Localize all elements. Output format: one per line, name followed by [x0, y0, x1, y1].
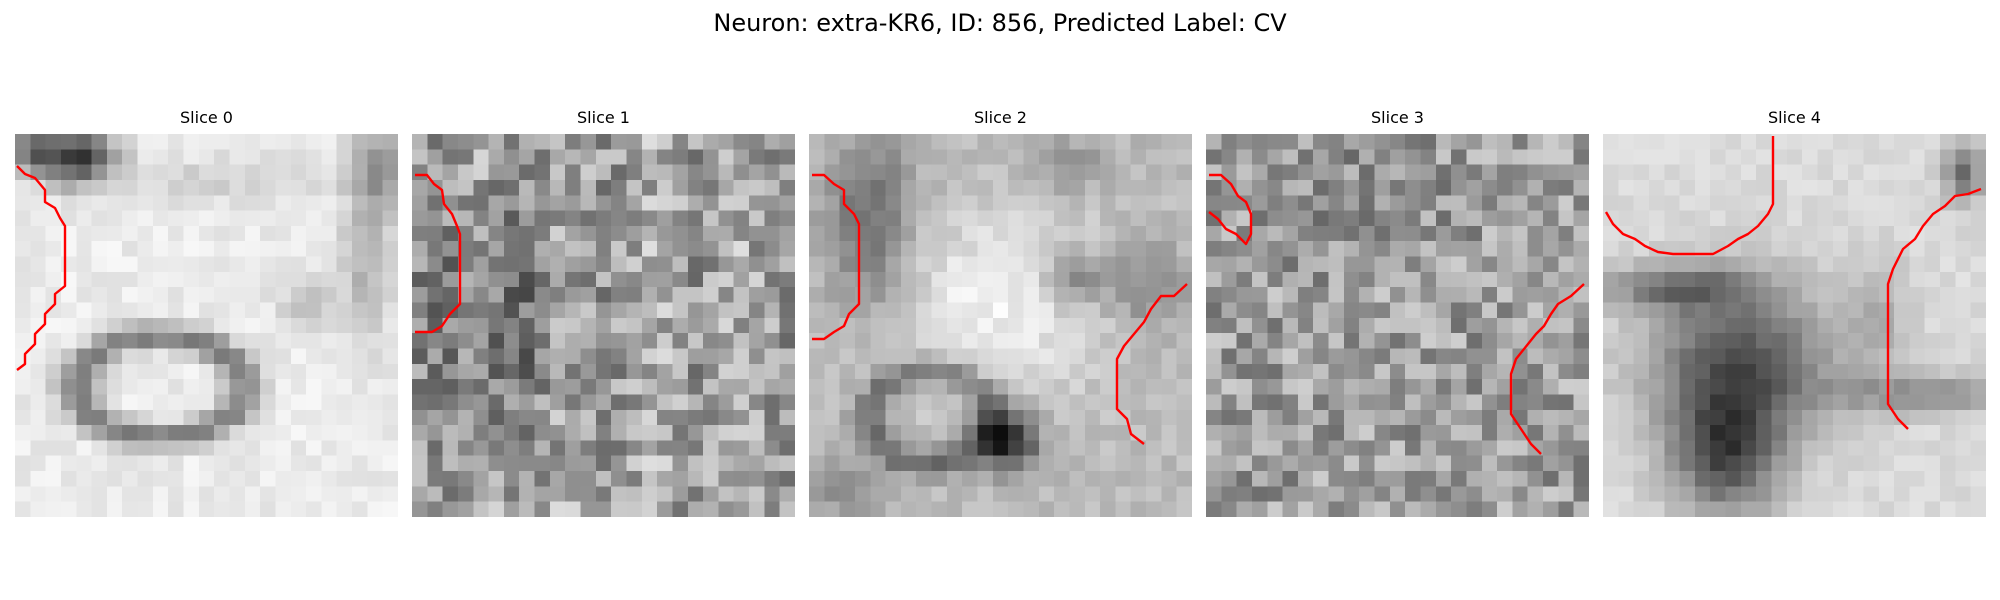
slice-image: [1206, 134, 1589, 517]
pixel-grid: [412, 134, 795, 517]
slice-micrograph: [1603, 134, 1986, 517]
slice-image: [1603, 134, 1986, 517]
slice-image: [412, 134, 795, 517]
pixel-grid: [1603, 134, 1986, 517]
slice-micrograph: [809, 134, 1192, 517]
pixel-grid: [1206, 134, 1589, 517]
pixel-grid: [809, 134, 1192, 517]
pixel-grid: [15, 134, 398, 517]
slice-micrograph: [15, 134, 398, 517]
slice-title: Slice 0: [15, 108, 398, 128]
slice-micrograph: [1206, 134, 1589, 517]
slice-image: [15, 134, 398, 517]
slice-micrograph: [412, 134, 795, 517]
slice-title: Slice 2: [809, 108, 1192, 128]
slice-title: Slice 4: [1603, 108, 1986, 128]
slice-title: Slice 1: [412, 108, 795, 128]
slice-title: Slice 3: [1206, 108, 1589, 128]
figure-title: Neuron: extra-KR6, ID: 856, Predicted La…: [0, 8, 2000, 38]
slice-image: [809, 134, 1192, 517]
